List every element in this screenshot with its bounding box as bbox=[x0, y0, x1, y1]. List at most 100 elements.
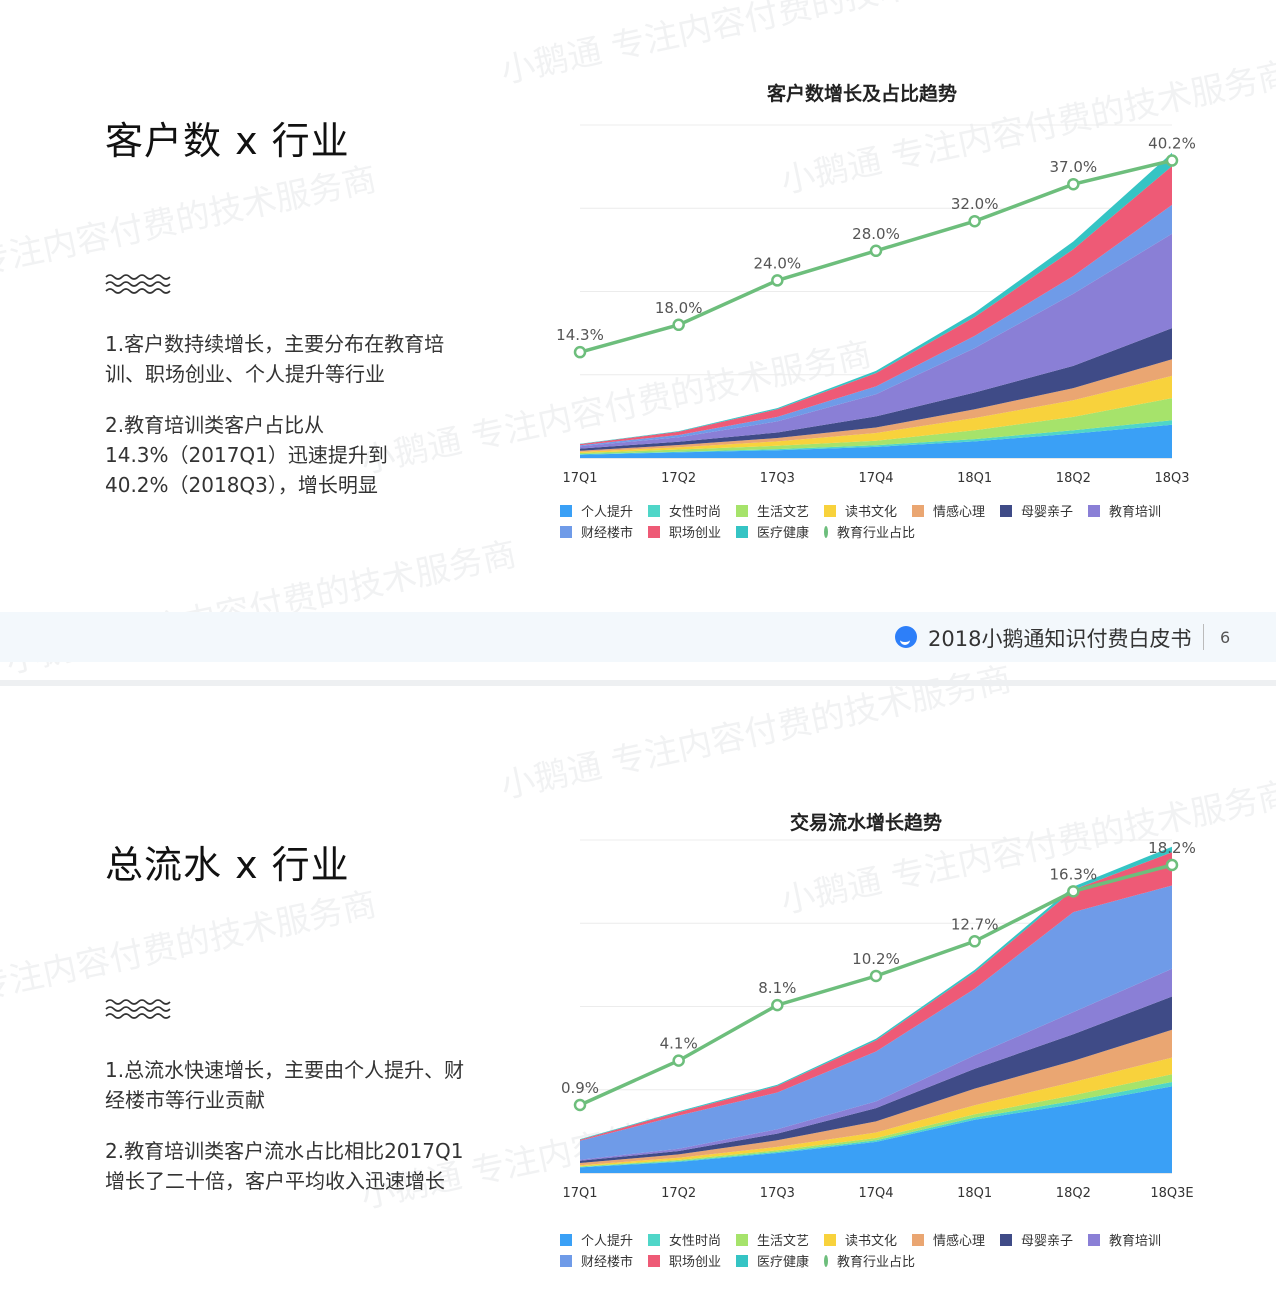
legend-swatch bbox=[560, 1254, 572, 1267]
legend-swatch bbox=[736, 504, 748, 517]
legend-swatch bbox=[912, 504, 924, 517]
legend-item[interactable]: 医疗健康 bbox=[736, 1251, 824, 1270]
legend-swatch bbox=[560, 504, 572, 517]
share-point bbox=[1165, 858, 1179, 872]
area-series-5 bbox=[580, 328, 1172, 451]
share-point bbox=[1165, 154, 1179, 167]
legend-item[interactable]: 教育行业占比 bbox=[824, 1251, 915, 1270]
area-series-6 bbox=[580, 233, 1172, 449]
share-point bbox=[869, 969, 883, 983]
footer-separator bbox=[1203, 624, 1204, 650]
description-paragraph: 1.客户数持续增长，主要分布在教育培训、职场创业、个人提升等行业 bbox=[105, 332, 445, 386]
legend-swatch bbox=[1088, 504, 1100, 517]
legend-item[interactable]: 母婴亲子 bbox=[1000, 501, 1088, 520]
legend-swatch bbox=[824, 504, 836, 517]
legend-item[interactable]: 教育培训 bbox=[1088, 1230, 1176, 1249]
legend-item[interactable]: 医疗健康 bbox=[736, 522, 824, 541]
legend-item[interactable]: 母婴亲子 bbox=[1000, 1230, 1088, 1249]
chart-title: 客户数增长及占比趋势 bbox=[767, 83, 958, 105]
legend-item[interactable]: 女性时尚 bbox=[648, 501, 736, 520]
legend-item[interactable]: 财经楼市 bbox=[560, 1251, 648, 1270]
area-series-0 bbox=[580, 1086, 1172, 1173]
legend-item[interactable]: 生活文艺 bbox=[736, 501, 824, 520]
legend-item[interactable]: 情感心理 bbox=[912, 1230, 1000, 1249]
legend-item[interactable]: 女性时尚 bbox=[648, 1230, 736, 1249]
legend-swatch bbox=[560, 1233, 572, 1246]
legend-label: 情感心理 bbox=[933, 505, 986, 520]
legend-label: 职场创业 bbox=[669, 526, 722, 541]
footer-bar: 2018小鹅通知识付费白皮书 6 bbox=[0, 612, 1276, 662]
legend-label: 教育培训 bbox=[1109, 505, 1162, 520]
share-data-label: 18.0% bbox=[655, 299, 703, 317]
share-point bbox=[1067, 885, 1080, 898]
share-data-label: 37.0% bbox=[1050, 158, 1098, 176]
legend-row: 个人提升 女性时尚 生活文艺 读书文化 情感心理 母婴亲子 教育培训 bbox=[560, 500, 1200, 521]
legend-item[interactable]: 职场创业 bbox=[648, 522, 736, 541]
x-tick-label: 17Q4 bbox=[858, 1186, 893, 1201]
x-tick-label: 18Q1 bbox=[957, 1186, 992, 1201]
page-number: 6 bbox=[1220, 628, 1231, 647]
share-data-label: 40.2% bbox=[1148, 135, 1196, 153]
legend-label: 读书文化 bbox=[845, 1234, 898, 1249]
legend-item[interactable]: 读书文化 bbox=[824, 501, 912, 520]
x-tick-label: 18Q2 bbox=[1056, 1186, 1091, 1201]
legend-label: 生活文艺 bbox=[757, 505, 810, 520]
legend-label: 读书文化 bbox=[845, 505, 898, 520]
legend-item[interactable]: 读书文化 bbox=[824, 1230, 912, 1249]
slide-customers: 客户数 x 行业 1.客户数持续增长，主要分布在教育培训、职场创业、个人提升等行… bbox=[0, 83, 1276, 662]
x-tick-label: 17Q3 bbox=[760, 1186, 795, 1201]
slide-heading: 总流水 x 行业 bbox=[105, 843, 350, 887]
share-data-label: 0.9% bbox=[561, 1079, 599, 1097]
legend-item[interactable]: 财经楼市 bbox=[560, 522, 648, 541]
share-point bbox=[1067, 177, 1080, 191]
x-tick-label: 17Q1 bbox=[562, 1186, 597, 1201]
legend-swatch bbox=[1000, 1233, 1012, 1246]
legend-row: 财经楼市 职场创业 医疗健康 教育行业占比 bbox=[560, 521, 1200, 542]
customer-growth-chart: 17Q1 17Q2 17Q3 17Q4 18Q1 18Q2 18Q3 14.3% 18.0% 24… bbox=[556, 124, 1196, 486]
legend-swatch bbox=[1000, 504, 1012, 517]
share-data-label: 16.3% bbox=[1050, 865, 1098, 883]
share-point bbox=[771, 274, 784, 287]
brand-logo-icon bbox=[895, 626, 917, 648]
legend-label: 个人提升 bbox=[581, 505, 634, 520]
x-tick-label: 18Q3E bbox=[1150, 1186, 1193, 1201]
share-point bbox=[869, 244, 883, 258]
area-series-3 bbox=[580, 375, 1172, 453]
legend-item[interactable]: 职场创业 bbox=[648, 1251, 736, 1270]
legend-item[interactable]: 个人提升 bbox=[560, 501, 648, 520]
legend-swatch bbox=[1088, 1233, 1100, 1246]
share-point bbox=[968, 935, 981, 948]
legend-label: 生活文艺 bbox=[757, 1234, 810, 1249]
slide-revenue: 总流水 x 行业 1.总流水快速增长，主要由个人提升、财经楼市等行业贡献 2.教… bbox=[0, 686, 1276, 1311]
share-point bbox=[573, 1098, 587, 1112]
legend-swatch bbox=[912, 1233, 924, 1246]
slide-heading: 客户数 x 行业 bbox=[105, 119, 350, 163]
share-point bbox=[672, 318, 685, 332]
share-point bbox=[573, 345, 587, 359]
footer-title: 2018小鹅通知识付费白皮书 bbox=[928, 627, 1192, 651]
area-series-2 bbox=[580, 398, 1172, 455]
legend-label: 女性时尚 bbox=[669, 1234, 722, 1249]
legend-row: 财经楼市 职场创业 医疗健康 教育行业占比 bbox=[560, 1250, 1200, 1271]
area-series-7 bbox=[580, 885, 1172, 1160]
legend-item[interactable]: 个人提升 bbox=[560, 1230, 648, 1249]
description-paragraph: 1.总流水快速增长，主要由个人提升、财经楼市等行业贡献 bbox=[105, 1058, 465, 1112]
area-series-0 bbox=[580, 424, 1172, 458]
legend-item[interactable]: 生活文艺 bbox=[736, 1230, 824, 1249]
legend-swatch bbox=[824, 1254, 828, 1267]
description-paragraph: 2.教育培训类客户占比从14.3%（2017Q1）迅速提升到40.2%（2018… bbox=[105, 413, 388, 497]
legend-item[interactable]: 情感心理 bbox=[912, 501, 1000, 520]
legend-swatch bbox=[648, 525, 660, 538]
share-point bbox=[672, 1054, 685, 1067]
legend-swatch bbox=[736, 1254, 748, 1267]
legend-label: 教育培训 bbox=[1109, 1234, 1162, 1249]
x-tick-label: 17Q2 bbox=[661, 1186, 696, 1201]
revenue-growth-chart: 17Q1 17Q2 17Q3 17Q4 18Q1 18Q2 18Q3E 0.9% 4.1% 8.1… bbox=[561, 839, 1196, 1201]
chart-title: 交易流水增长趋势 bbox=[790, 812, 943, 834]
share-data-label: 28.0% bbox=[852, 225, 900, 243]
legend-swatch bbox=[736, 1233, 748, 1246]
legend-item[interactable]: 教育培训 bbox=[1088, 501, 1176, 520]
legend-item[interactable]: 教育行业占比 bbox=[824, 522, 915, 541]
x-tick-label: 17Q1 bbox=[562, 471, 597, 486]
legend-label: 职场创业 bbox=[669, 1255, 722, 1270]
